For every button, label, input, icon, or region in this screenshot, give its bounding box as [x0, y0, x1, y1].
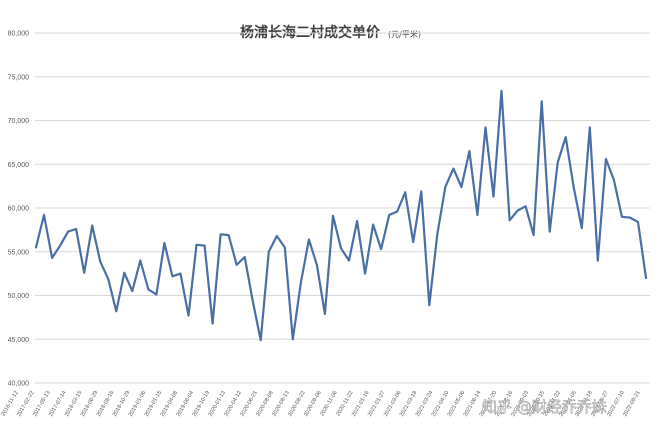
- data-point-7: [91, 224, 93, 227]
- data-point-11: [123, 271, 126, 274]
- data-point-47: [412, 241, 415, 243]
- data-point-48: [420, 190, 423, 193]
- data-point-75: [637, 221, 639, 223]
- data-point-6: [83, 271, 85, 274]
- data-point-59: [508, 219, 511, 222]
- data-point-20: [195, 243, 198, 246]
- data-point-22: [211, 322, 214, 325]
- data-point-42: [372, 223, 374, 226]
- data-point-66: [564, 136, 567, 138]
- data-point-2: [51, 257, 53, 259]
- data-point-55: [476, 214, 479, 216]
- chart-title-unit: (元/平米): [388, 29, 421, 39]
- data-point-67: [572, 187, 575, 189]
- data-point-50: [436, 233, 439, 236]
- data-point-31: [284, 246, 286, 249]
- data-point-36: [324, 313, 326, 315]
- data-point-71: [605, 158, 607, 160]
- y-tick-label-6: 70,000: [8, 118, 30, 125]
- data-point-17: [171, 275, 174, 278]
- y-tick-label-8: 80,000: [8, 31, 30, 38]
- data-point-73: [621, 215, 623, 218]
- data-point-53: [460, 186, 463, 188]
- y-tick-label-2: 50,000: [8, 293, 30, 300]
- data-point-9: [107, 278, 110, 280]
- data-point-15: [155, 293, 158, 296]
- data-point-21: [203, 244, 206, 247]
- data-point-74: [629, 216, 631, 219]
- data-point-12: [131, 290, 134, 292]
- data-point-44: [388, 214, 390, 216]
- data-point-13: [139, 259, 142, 262]
- data-point-25: [235, 264, 238, 266]
- data-point-29: [267, 250, 270, 253]
- data-point-5: [75, 228, 77, 230]
- data-point-63: [540, 100, 543, 103]
- data-point-57: [492, 195, 495, 198]
- series-layer: [34, 89, 648, 342]
- data-point-23: [219, 233, 222, 236]
- data-point-30: [275, 235, 278, 237]
- data-point-46: [404, 191, 407, 194]
- data-point-32: [292, 338, 294, 341]
- y-tick-label-0: 40,000: [8, 381, 30, 388]
- data-point-70: [597, 259, 599, 262]
- data-point-68: [580, 227, 583, 229]
- data-point-35: [316, 264, 318, 266]
- data-point-33: [300, 281, 302, 284]
- data-point-27: [251, 299, 254, 302]
- data-point-52: [452, 167, 455, 170]
- watermark-text: 知乎 @财经乔乔妹: [482, 398, 607, 416]
- data-point-19: [187, 314, 190, 317]
- data-point-8: [99, 260, 102, 263]
- data-point-26: [243, 256, 246, 258]
- data-point-72: [613, 179, 615, 181]
- data-point-24: [227, 234, 230, 236]
- data-point-65: [556, 161, 559, 164]
- data-point-64: [548, 230, 551, 233]
- data-point-62: [532, 234, 535, 236]
- data-point-49: [428, 304, 431, 306]
- data-point-34: [308, 238, 310, 241]
- data-point-45: [396, 210, 398, 213]
- data-point-18: [179, 272, 182, 275]
- data-point-39: [348, 259, 350, 262]
- y-tick-label-5: 65,000: [8, 162, 30, 169]
- data-point-28: [259, 339, 262, 341]
- data-point-40: [356, 220, 358, 222]
- y-axis-ticks: 40,000 45,000 50,000 55,000 60,000 65,000 70,0…: [8, 31, 30, 388]
- data-point-61: [524, 205, 527, 208]
- y-tick-label-3: 55,000: [8, 249, 30, 256]
- data-point-38: [340, 247, 342, 250]
- data-point-16: [163, 242, 166, 244]
- y-tick-label-7: 75,000: [8, 74, 30, 81]
- data-point-76: [645, 277, 647, 279]
- data-point-54: [468, 150, 471, 152]
- data-point-3: [59, 244, 61, 247]
- data-point-10: [115, 310, 118, 313]
- y-tick-label-1: 45,000: [8, 337, 30, 344]
- data-point-60: [516, 209, 519, 212]
- data-point-69: [589, 126, 591, 129]
- data-point-14: [147, 288, 150, 291]
- data-point-37: [332, 215, 334, 217]
- y-tick-label-4: 60,000: [8, 206, 30, 213]
- data-point-41: [364, 272, 366, 275]
- data-point-1: [43, 214, 45, 216]
- data-point-43: [380, 248, 382, 250]
- data-point-4: [67, 230, 69, 233]
- data-point-0: [35, 246, 37, 249]
- data-point-58: [500, 89, 503, 92]
- data-point-51: [444, 186, 447, 188]
- data-point-56: [484, 126, 487, 129]
